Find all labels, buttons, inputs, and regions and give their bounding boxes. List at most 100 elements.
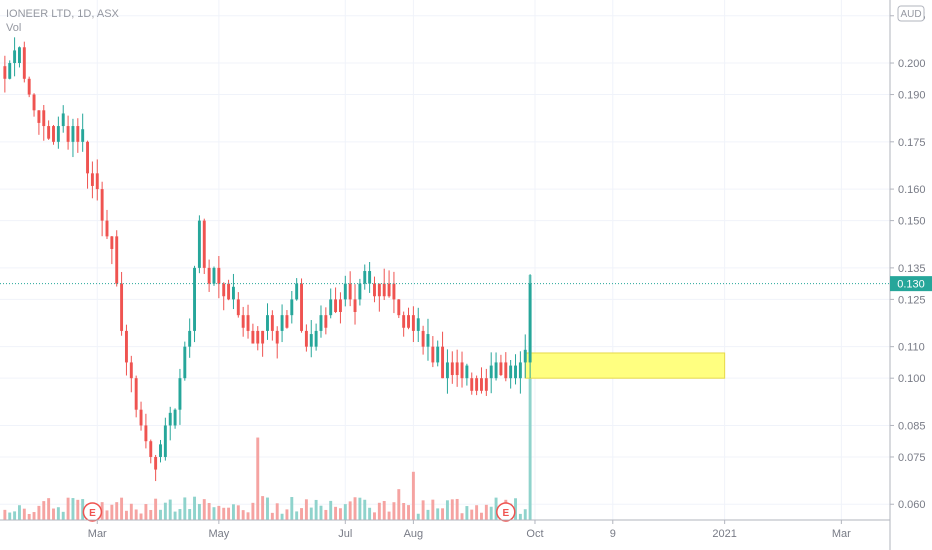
highlight-zone[interactable] [524, 352, 726, 379]
volume-bar [489, 506, 493, 520]
candle-body [149, 441, 153, 457]
volume-bar [334, 506, 338, 520]
volume-bar [202, 499, 206, 520]
volume-bar [465, 506, 469, 520]
volume-bar [236, 505, 240, 520]
volume-bar [37, 505, 41, 520]
candle-body [426, 334, 430, 347]
volume-bar [27, 513, 31, 520]
candle-body [231, 286, 235, 300]
volume-bar [329, 500, 333, 520]
volume-bar [110, 504, 114, 520]
volume-bar [455, 498, 459, 520]
volume-bar [514, 498, 517, 520]
candle-body [475, 378, 479, 391]
candle-body [168, 412, 172, 426]
candle-body [441, 346, 445, 379]
candle-body [183, 346, 187, 379]
volume-bar [407, 505, 410, 520]
candle-body [416, 318, 420, 331]
candle-body [309, 334, 313, 347]
candle-body [343, 283, 347, 300]
candle-body [159, 444, 162, 457]
candle-body [300, 283, 303, 331]
volume-label: Vol [6, 22, 22, 34]
volume-bar [436, 508, 440, 520]
volume-bar [178, 509, 182, 520]
volume-bar [222, 507, 226, 520]
volume-bar [382, 500, 386, 520]
candle-body [178, 378, 182, 410]
last-price-label: 0.130 [897, 279, 925, 291]
candle-body [3, 66, 7, 79]
volume-bar [115, 502, 119, 520]
currency-badge[interactable]: AUD [897, 5, 925, 22]
volume-bar [275, 503, 279, 520]
price-axis[interactable]: 0.2150.2000.1900.1750.1600.1500.1350.125… [890, 11, 926, 511]
earnings-marker[interactable]: E [82, 502, 103, 522]
volume-bar [168, 499, 172, 520]
volume-bar [13, 511, 17, 520]
candle-body [421, 330, 425, 347]
volume-bar [343, 504, 347, 520]
price-tick-label: 0.100 [898, 373, 926, 385]
candle-body [285, 315, 289, 328]
candle-body [105, 220, 109, 237]
candle-body [528, 283, 532, 363]
candle-body [17, 47, 21, 64]
earnings-marker[interactable]: E [496, 502, 516, 522]
candle-body [431, 346, 435, 363]
candle-body [329, 299, 333, 316]
volume-bar [134, 509, 138, 520]
candle-body [110, 236, 114, 249]
volume-bar [76, 499, 80, 520]
volume-bar [363, 499, 367, 520]
volume-bar [387, 511, 391, 520]
candle-body [222, 283, 226, 297]
candle-body [382, 283, 386, 297]
candle-body [407, 315, 410, 328]
candle-body [523, 349, 527, 363]
candle-body [334, 299, 338, 312]
price-tick-label: 0.135 [898, 263, 926, 275]
candle-body [290, 299, 294, 316]
candle-body [397, 299, 401, 316]
volume-bar [217, 505, 221, 520]
candle-body [61, 113, 65, 127]
volume-bar [32, 512, 36, 520]
candle-body [22, 47, 26, 79]
candle-body [338, 299, 342, 312]
volume-bar [159, 509, 162, 520]
price-tick-label: 0.160 [898, 184, 926, 196]
volume-bar [197, 503, 201, 520]
candle-body [66, 126, 70, 142]
candle-body [86, 141, 89, 174]
volume-bar [183, 497, 187, 520]
candle-body [480, 378, 483, 391]
candle-body [37, 110, 41, 123]
volume-bar [368, 507, 372, 520]
volume-bar [42, 501, 46, 520]
candle-body [377, 283, 381, 297]
candle-body [100, 189, 104, 221]
volume-bar [100, 502, 104, 520]
volume-bar [309, 507, 313, 520]
candle-body [115, 236, 119, 284]
earnings-circle [496, 502, 516, 522]
candle-body [217, 267, 221, 284]
candle-body [387, 283, 391, 297]
price-tick-label: 0.085 [898, 420, 926, 432]
volume-bar [17, 505, 21, 520]
candle-body [202, 220, 206, 268]
candle-body [134, 378, 138, 410]
time-axis[interactable]: Mar May Jul Aug Oct 9 2021 Mar [88, 520, 851, 540]
volume-bar [149, 509, 153, 520]
candle-body [465, 365, 469, 379]
volume-bar [256, 437, 260, 520]
price-tick-label: 0.190 [898, 90, 926, 102]
volume-bar [304, 499, 308, 520]
volume-bar [52, 508, 55, 520]
volume-bar [241, 510, 245, 520]
